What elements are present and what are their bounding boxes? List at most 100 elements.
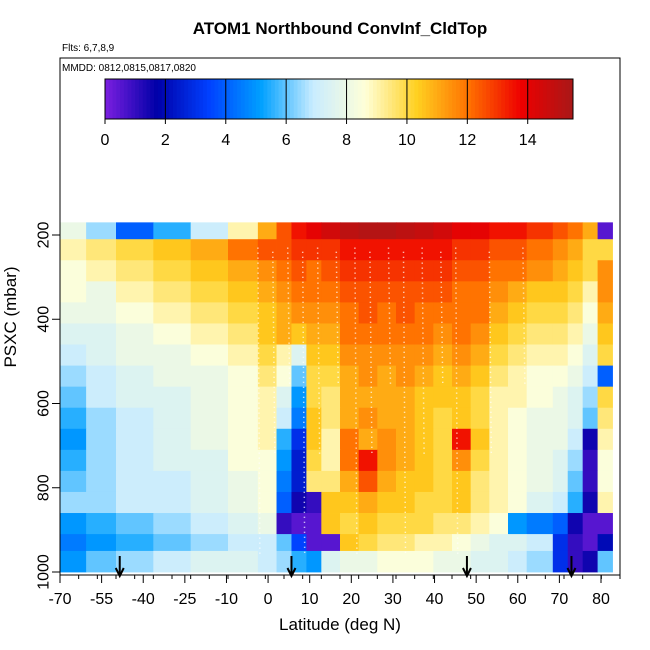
heatmap-cell [257, 550, 277, 573]
heatmap-cell [489, 449, 509, 472]
heatmap-cell [526, 386, 554, 409]
colorbar-swatch [308, 79, 314, 119]
x-axis: -70 -55 -40 -25 -10 0 10 20 30 40 50 60 70 80 [48, 575, 621, 608]
heatmap-cell [582, 239, 598, 261]
heatmap-cell [306, 323, 322, 345]
heatmap-cell [276, 386, 292, 409]
heatmap-cell [60, 550, 87, 573]
colorbar-swatch [297, 79, 302, 119]
heatmap-cell [526, 239, 554, 261]
heatmap-cell [190, 428, 229, 451]
heatmap-cell [567, 260, 584, 282]
flight-marker-arrowhead [114, 567, 125, 579]
heatmap-cell [377, 407, 397, 430]
chart-title: ATOM1 Northbound ConvInf_CldTop [193, 19, 488, 38]
colorbar-swatch [542, 79, 548, 119]
colorbar-swatch [448, 79, 453, 119]
colorbar-swatch [410, 79, 415, 119]
heatmap-cell [190, 260, 229, 282]
heatmap-cell [396, 344, 416, 366]
heatmap-cell [433, 407, 453, 430]
heatmap-cell [526, 550, 554, 573]
heatmap-cell [526, 222, 554, 240]
heatmap-cell [291, 407, 307, 430]
heatmap-cell [116, 428, 154, 451]
colorbar-swatch [301, 79, 306, 119]
colorbar-swatch [376, 79, 382, 119]
heatmap-cell [414, 365, 434, 388]
heatmap-cell [340, 260, 360, 282]
heatmap-cell [414, 260, 434, 282]
heatmap-cell [340, 513, 360, 535]
heatmap-cell [291, 302, 307, 324]
heatmap-cell [552, 407, 569, 430]
heatmap-cell [508, 365, 528, 388]
heatmap-cell [116, 513, 154, 535]
heatmap-cell [377, 386, 397, 409]
heatmap-cell [377, 449, 397, 472]
heatmap-cell [321, 222, 341, 240]
colorbar-swatch [267, 79, 272, 119]
colorbar-swatch [554, 79, 559, 119]
colorbar-swatch [286, 79, 291, 119]
colorbar-swatch [493, 79, 499, 119]
heatmap-cell [190, 407, 229, 430]
heatmap-cell [433, 281, 453, 303]
heatmap-cell [526, 302, 554, 324]
colorbar-swatch [214, 79, 219, 119]
heatmap-cell [276, 344, 292, 366]
heatmap-cell [414, 491, 434, 514]
x-tick-label: -10 [215, 591, 238, 608]
heatmap-cell [228, 407, 259, 430]
heatmap-cell [153, 550, 192, 573]
heatmap-cell [116, 302, 154, 324]
flights-note: Flts: 6,7,8,9 [62, 43, 115, 54]
heatmap-cell [190, 365, 229, 388]
heatmap-cell [60, 386, 87, 409]
colorbar-swatch [278, 79, 283, 119]
heatmap-cell [60, 491, 87, 514]
heatmap-cell [86, 302, 117, 324]
heatmap-cell [358, 222, 378, 240]
colorbar-swatch [131, 79, 136, 119]
colorbar-swatch [289, 79, 295, 119]
heatmap-cell [153, 344, 192, 366]
heatmap-cell [190, 323, 229, 345]
colorbar-swatch [188, 79, 193, 119]
heatmap-cell [321, 323, 341, 345]
heatmap-cell [306, 470, 322, 493]
heatmap-cell [489, 323, 509, 345]
heatmap-cell [358, 407, 378, 430]
heatmap-cell [489, 513, 509, 535]
heatmap-cell [567, 323, 584, 345]
heatmap-cell [60, 344, 87, 366]
colorbar-swatch [391, 79, 397, 119]
heatmap-cell [582, 550, 598, 573]
heatmap-cell [321, 386, 341, 409]
heatmap-cell [377, 222, 397, 240]
heatmap-cell [306, 407, 322, 430]
colorbar-swatch [339, 79, 344, 119]
heatmap-cell [306, 281, 322, 303]
heatmap-cell [86, 534, 117, 552]
heatmap-cell [597, 323, 613, 345]
heatmap-cell [582, 222, 598, 240]
heatmap-cell [340, 386, 360, 409]
heatmap-cell [228, 323, 259, 345]
heatmap-cell [508, 513, 528, 535]
heatmap-cell [321, 513, 341, 535]
heatmap-cell [321, 281, 341, 303]
heatmap-cell [597, 491, 613, 514]
colorbar-swatch [471, 79, 476, 119]
heatmap-cell [321, 407, 341, 430]
heatmap-cell [228, 470, 259, 493]
colorbar-swatch [323, 79, 329, 119]
heatmap-cell [291, 323, 307, 345]
heatmap-cell [526, 365, 554, 388]
heatmap-cell [60, 513, 87, 535]
x-axis-title: Latitude (deg N) [279, 615, 401, 634]
heatmap-cell [567, 491, 584, 514]
colorbar-swatch [523, 79, 529, 119]
heatmap-cell [597, 281, 613, 303]
heatmap-cell [190, 302, 229, 324]
